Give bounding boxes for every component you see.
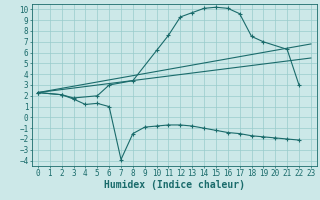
X-axis label: Humidex (Indice chaleur): Humidex (Indice chaleur) — [104, 180, 245, 190]
